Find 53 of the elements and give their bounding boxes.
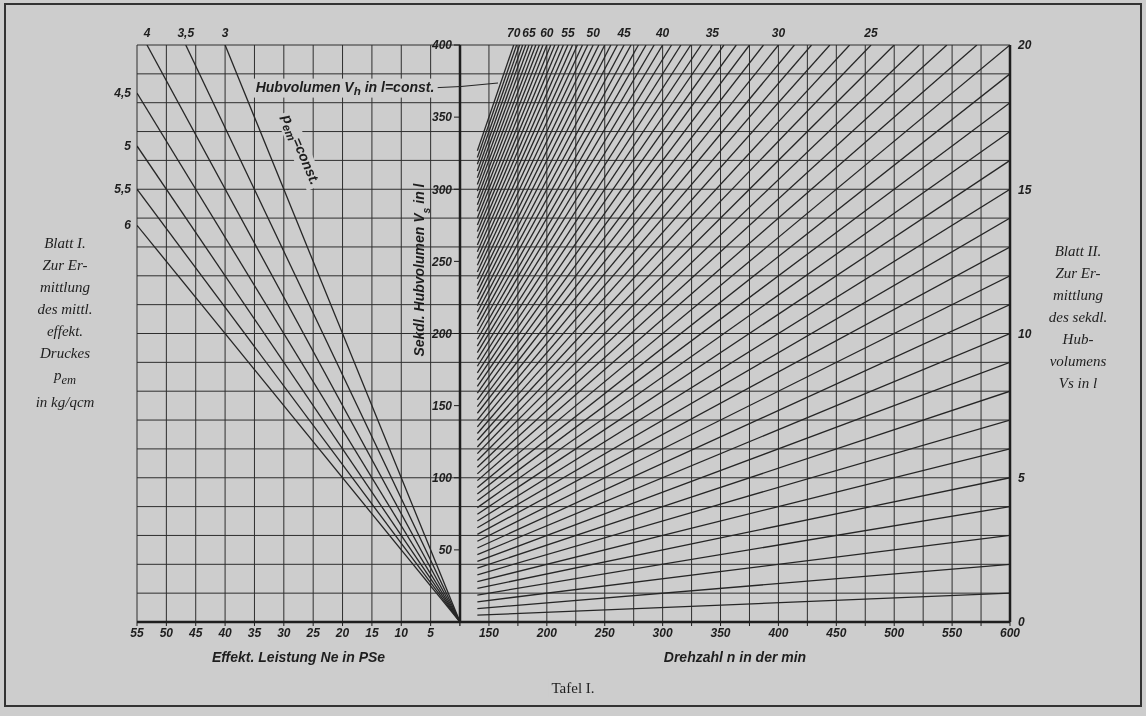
x-tick-label: 450 bbox=[825, 625, 847, 640]
annotation: Hubvolumen V$_{h}$ in l=const. bbox=[252, 78, 438, 98]
series-label: 4,5 bbox=[113, 86, 132, 101]
y-tick-label: 350 bbox=[431, 110, 453, 125]
x-tick-label: 25 bbox=[305, 625, 321, 640]
y2-tick-label: 15 bbox=[1018, 182, 1032, 197]
text: Blatt II. Zur Er- mittlung des sekdl. Hub- volumens Vs in l bbox=[1048, 242, 1108, 393]
x-tick-label: 250 bbox=[593, 625, 616, 640]
series-label: 3 bbox=[221, 26, 229, 40]
x-tick-label: 20 bbox=[334, 625, 350, 640]
x-tick-label: 200 bbox=[535, 625, 558, 640]
series-label: 3,5 bbox=[177, 26, 195, 40]
x-tick-label: 600 bbox=[999, 625, 1021, 640]
series-label: 45 bbox=[616, 26, 632, 40]
x-tick-label: 50 bbox=[159, 625, 174, 640]
x-tick-label: 30 bbox=[277, 625, 291, 640]
x-tick-label: 10 bbox=[394, 625, 409, 640]
text: Tafel I. bbox=[548, 679, 598, 697]
series-label: 6 bbox=[124, 218, 132, 233]
series-label: 30 bbox=[771, 26, 786, 40]
y2-tick-label: 20 bbox=[1017, 38, 1032, 53]
x-tick-label: 35 bbox=[247, 625, 262, 640]
series-label: 4 bbox=[142, 26, 151, 40]
series-label: 25 bbox=[863, 26, 879, 40]
x-tick-label: 5 bbox=[427, 625, 435, 640]
x-tick-label: 300 bbox=[652, 625, 673, 640]
x-tick-label: 550 bbox=[942, 625, 963, 640]
x-tick-label: 350 bbox=[710, 625, 731, 640]
series-label: 35 bbox=[705, 26, 720, 40]
x-tick-label: 150 bbox=[478, 625, 500, 640]
text: Blatt I. Zur Er- mittlung des mittl. effekt. Druckes p$_{em}$ in kg/qcm bbox=[35, 235, 95, 410]
series-label: 65 bbox=[522, 26, 536, 40]
series-label: 40 bbox=[654, 26, 670, 40]
x-tick-label: 40 bbox=[217, 625, 233, 640]
y-tick-label: 400 bbox=[430, 38, 453, 53]
x-tick-label: 55 bbox=[130, 625, 144, 640]
series-label: 70 bbox=[507, 26, 521, 40]
y2-tick-label: 10 bbox=[1018, 326, 1032, 341]
x-axis-title: Effekt. Leistung Ne in PSe bbox=[211, 649, 386, 665]
series-label: 55 bbox=[561, 26, 575, 40]
y2-tick-label: 5 bbox=[1018, 471, 1025, 486]
y-tick-label: 50 bbox=[438, 543, 453, 558]
y-tick-label: 250 bbox=[430, 254, 453, 269]
series-label: 5 bbox=[124, 138, 132, 153]
series-label: 60 bbox=[540, 26, 554, 40]
x-tick-label: 400 bbox=[767, 625, 789, 640]
series-label: 5,5 bbox=[114, 182, 132, 197]
x-tick-label: 15 bbox=[365, 625, 379, 640]
x-tick-label: 45 bbox=[188, 625, 203, 640]
x-axis-title: Drehzahl n in der min bbox=[663, 649, 807, 665]
series-label: 50 bbox=[586, 26, 601, 40]
x-tick-label: 500 bbox=[884, 625, 905, 640]
y-tick-label: 150 bbox=[431, 398, 453, 413]
